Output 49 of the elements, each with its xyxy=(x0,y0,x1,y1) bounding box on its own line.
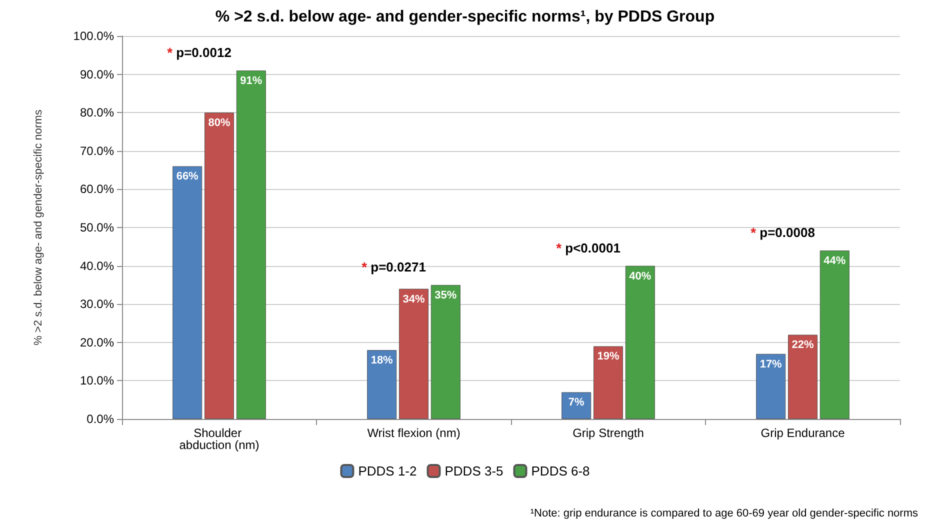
y-tick-label: 70.0% xyxy=(80,144,114,158)
data-label: 35% xyxy=(434,289,457,302)
bar xyxy=(398,288,429,419)
y-tick-label: 100.0% xyxy=(73,29,114,43)
bar xyxy=(172,166,202,419)
bar xyxy=(562,392,592,419)
y-tick-label: 80.0% xyxy=(80,106,114,120)
text: ¹Note: grip endurance is compared to age 60-69 year old gender-specific norms xyxy=(530,508,918,520)
bar xyxy=(756,354,786,419)
y-tick-label: 90.0% xyxy=(80,67,114,82)
data-label: 80% xyxy=(208,117,230,130)
data-label: 34% xyxy=(402,293,425,306)
data-label: 17% xyxy=(760,358,782,370)
bar xyxy=(367,350,397,419)
x-tick-label: Wrist flexion (nm) xyxy=(367,426,460,440)
y-tick-label: 20.0% xyxy=(80,335,114,350)
y-axis-title: % >2 s.d. below age- and gender-specific norms xyxy=(32,109,44,346)
y-tick-label: 40.0% xyxy=(80,258,114,273)
data-label: 91% xyxy=(240,74,262,87)
y-tick-label: 50.0% xyxy=(80,220,114,234)
x-tick-label: Grip Endurance xyxy=(760,426,846,440)
data-label: 7% xyxy=(568,396,585,409)
bar xyxy=(820,250,850,419)
annotation: * p=0.0012 xyxy=(167,44,232,60)
data-label: 18% xyxy=(370,354,394,367)
y-tick-label: 10.0% xyxy=(80,374,114,388)
annotation: * p<0.0001 xyxy=(556,240,620,256)
y-tick-label: 0.0% xyxy=(86,412,114,426)
legend-label: PDDS 3-5 xyxy=(444,464,504,478)
data-label: 19% xyxy=(597,350,620,363)
data-label: 22% xyxy=(792,339,814,352)
x-tick-label: Grip Strength xyxy=(572,426,644,440)
legend-label: PDDS 1-2 xyxy=(358,464,417,478)
data-label: 66% xyxy=(176,170,199,183)
annotation: * p=0.0008 xyxy=(750,224,815,240)
chart-title: % >2 s.d. below age- and gender-specific norms¹, by PDDS Group xyxy=(215,8,715,26)
data-label: 44% xyxy=(824,254,846,267)
bar xyxy=(204,112,234,419)
bar xyxy=(430,284,460,419)
y-tick-label: 30.0% xyxy=(80,297,114,312)
y-tick-label: 60.0% xyxy=(80,182,114,196)
bar xyxy=(625,266,655,419)
x-tick-label: Shoulder abduction (nm) xyxy=(179,426,260,452)
bar xyxy=(788,334,818,419)
bar xyxy=(236,70,266,419)
annotation: * p=0.0271 xyxy=(362,258,426,275)
data-label: 40% xyxy=(629,270,652,282)
bar xyxy=(593,346,624,419)
legend-label: PDDS 6-8 xyxy=(531,464,590,478)
